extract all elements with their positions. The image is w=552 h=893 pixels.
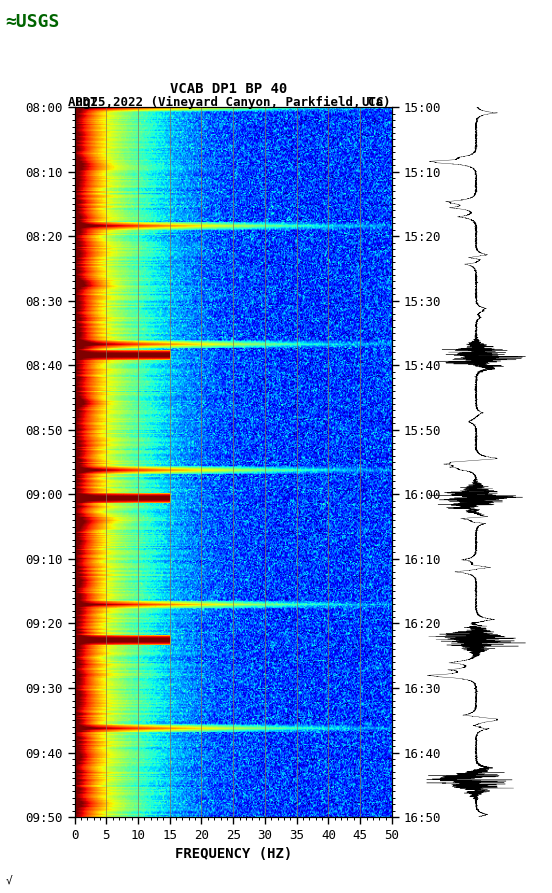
X-axis label: FREQUENCY (HZ): FREQUENCY (HZ): [174, 847, 292, 862]
Text: VCAB DP1 BP 40: VCAB DP1 BP 40: [171, 82, 288, 96]
Text: ≈USGS: ≈USGS: [6, 13, 60, 31]
Text: UTC: UTC: [361, 96, 384, 109]
Text: √: √: [6, 876, 12, 886]
Text: PDT: PDT: [75, 96, 97, 109]
Text: Aug25,2022 (Vineyard Canyon, Parkfield, Ca): Aug25,2022 (Vineyard Canyon, Parkfield, …: [68, 96, 390, 109]
